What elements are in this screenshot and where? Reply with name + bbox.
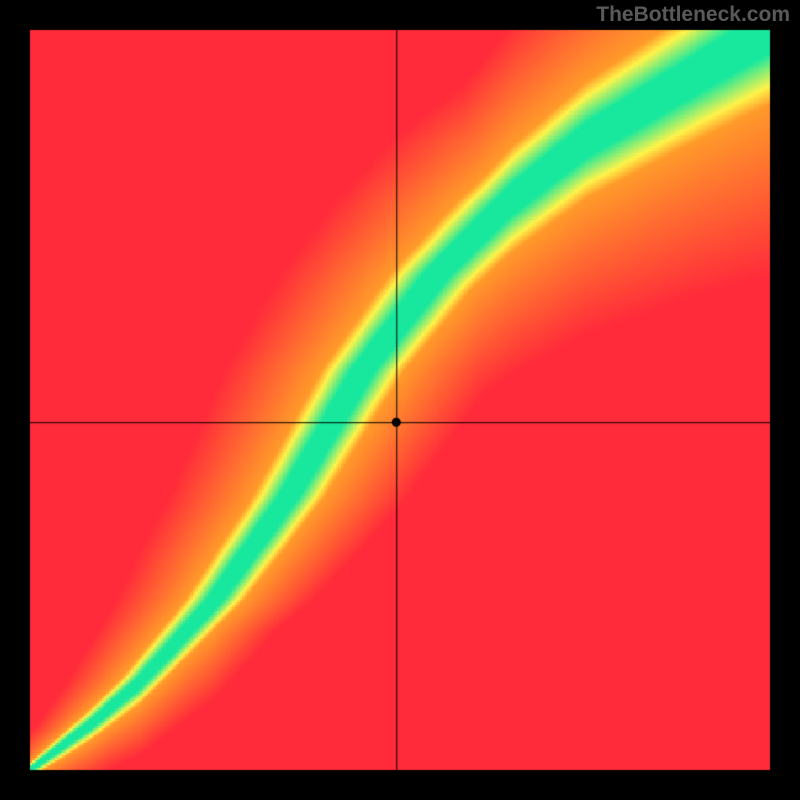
heatmap-canvas (0, 0, 800, 800)
watermark-text: TheBottleneck.com (596, 3, 790, 27)
chart-container: TheBottleneck.com (0, 0, 800, 800)
